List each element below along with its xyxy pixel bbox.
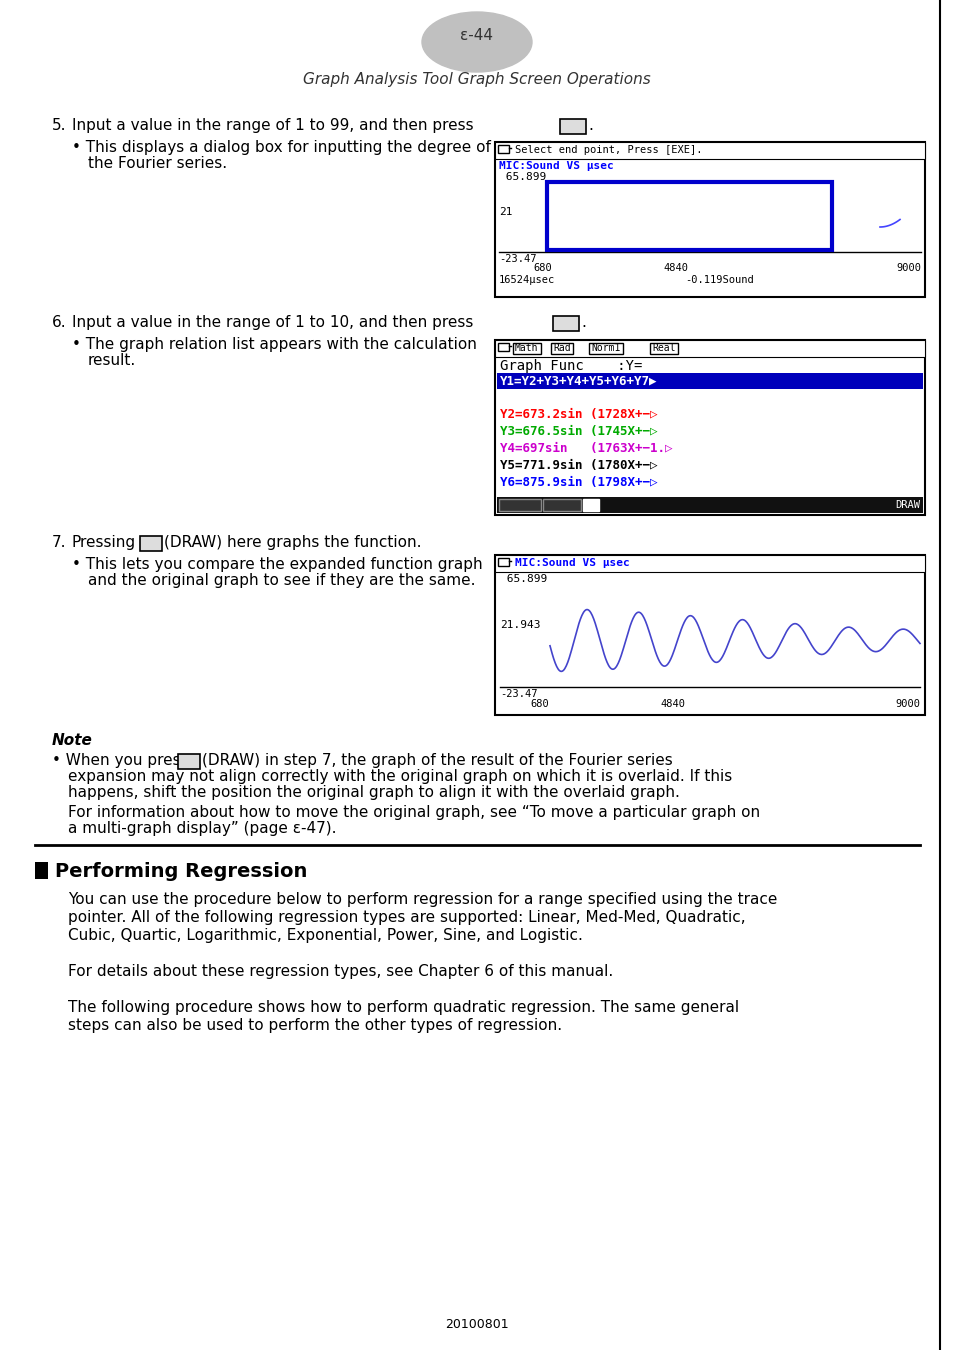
Text: SELECT: SELECT <box>500 500 536 510</box>
Text: Y3=676.5sin (1745X+−▷: Y3=676.5sin (1745X+−▷ <box>499 425 657 437</box>
Text: • When you press: • When you press <box>52 753 189 768</box>
Text: Input a value in the range of 1 to 10, and then press: Input a value in the range of 1 to 10, a… <box>71 315 473 329</box>
FancyBboxPatch shape <box>551 343 573 354</box>
Text: Graph Analysis Tool Graph Screen Operations: Graph Analysis Tool Graph Screen Operati… <box>303 72 650 86</box>
Text: steps can also be used to perform the other types of regression.: steps can also be used to perform the ot… <box>68 1018 561 1033</box>
Text: Norm1: Norm1 <box>590 343 619 352</box>
FancyBboxPatch shape <box>559 119 585 134</box>
Text: • This lets you compare the expanded function graph: • This lets you compare the expanded fun… <box>71 558 482 572</box>
Text: 680: 680 <box>530 699 548 709</box>
Text: You can use the procedure below to perform regression for a range specified usin: You can use the procedure below to perfo… <box>68 892 777 907</box>
Text: The following procedure shows how to perform quadratic regression. The same gene: The following procedure shows how to per… <box>68 1000 739 1015</box>
Text: 65.899: 65.899 <box>498 171 546 182</box>
Text: Graph Func    :Y=: Graph Func :Y= <box>499 359 641 373</box>
FancyBboxPatch shape <box>495 340 924 356</box>
Text: 680: 680 <box>533 263 551 273</box>
Text: Cubic, Quartic, Logarithmic, Exponential, Power, Sine, and Logistic.: Cubic, Quartic, Logarithmic, Exponential… <box>68 927 582 944</box>
Text: 20100801: 20100801 <box>445 1319 508 1331</box>
Text: and the original graph to see if they are the same.: and the original graph to see if they ar… <box>88 572 475 589</box>
Text: Y5=771.9sin (1780X+−▷: Y5=771.9sin (1780X+−▷ <box>499 459 657 472</box>
Text: • The graph relation list appears with the calculation: • The graph relation list appears with t… <box>71 338 476 352</box>
FancyBboxPatch shape <box>495 142 924 297</box>
FancyBboxPatch shape <box>495 340 924 514</box>
Text: -23.47: -23.47 <box>498 254 536 265</box>
Text: 9000: 9000 <box>895 263 920 273</box>
Text: 4840: 4840 <box>662 263 687 273</box>
Text: EXE: EXE <box>563 122 581 131</box>
Text: Y4=697sin   (1763X+−1.▷: Y4=697sin (1763X+−1.▷ <box>499 441 672 455</box>
Text: MIC:Sound VS μsec: MIC:Sound VS μsec <box>498 161 613 171</box>
FancyBboxPatch shape <box>497 343 509 351</box>
Text: -0.119Sound: -0.119Sound <box>684 275 753 285</box>
Text: • This displays a dialog box for inputting the degree of: • This displays a dialog box for inputti… <box>71 140 491 155</box>
Text: 6.: 6. <box>52 315 67 329</box>
Text: Note: Note <box>52 733 92 748</box>
FancyBboxPatch shape <box>495 555 924 572</box>
Ellipse shape <box>421 12 532 72</box>
Text: 21: 21 <box>498 207 512 217</box>
Text: pointer. All of the following regression types are supported: Linear, Med-Med, Q: pointer. All of the following regression… <box>68 910 745 925</box>
FancyBboxPatch shape <box>497 558 509 566</box>
Text: MIC:Sound VS μsec: MIC:Sound VS μsec <box>515 558 629 568</box>
Text: Select end point, Press [EXE].: Select end point, Press [EXE]. <box>515 144 701 155</box>
Text: 65.899: 65.899 <box>499 574 547 585</box>
FancyBboxPatch shape <box>35 863 48 879</box>
FancyBboxPatch shape <box>497 373 923 389</box>
FancyBboxPatch shape <box>497 497 923 513</box>
Text: 7.: 7. <box>52 535 67 549</box>
Text: .: . <box>587 117 592 134</box>
FancyBboxPatch shape <box>497 144 509 153</box>
Text: Input a value in the range of 1 to 99, and then press: Input a value in the range of 1 to 99, a… <box>71 117 473 134</box>
FancyBboxPatch shape <box>553 316 578 331</box>
Text: (DRAW) here graphs the function.: (DRAW) here graphs the function. <box>164 535 421 549</box>
FancyBboxPatch shape <box>178 755 200 770</box>
Text: 1-10(×5):: 1-10(×5): <box>651 232 726 246</box>
Text: expansion may not align correctly with the original graph on which it is overlai: expansion may not align correctly with t… <box>68 769 732 784</box>
Text: F6: F6 <box>183 756 195 765</box>
Text: Pressing: Pressing <box>71 535 136 549</box>
Text: F6: F6 <box>145 539 157 548</box>
FancyBboxPatch shape <box>542 500 580 512</box>
Text: For details about these regression types, see Chapter 6 of this manual.: For details about these regression types… <box>68 964 613 979</box>
Text: EXE: EXE <box>556 319 575 328</box>
Text: 9000: 9000 <box>894 699 919 709</box>
Text: -23.47: -23.47 <box>499 688 537 699</box>
Text: the Fourier series.: the Fourier series. <box>88 157 227 171</box>
Text: 5.: 5. <box>52 117 67 134</box>
FancyBboxPatch shape <box>495 555 924 716</box>
FancyBboxPatch shape <box>495 142 924 159</box>
Text: Performing Regression: Performing Regression <box>55 863 307 882</box>
Text: Y1=Y2+Y3+Y4+Y5+Y6+Y7▶: Y1=Y2+Y3+Y4+Y5+Y6+Y7▶ <box>499 374 657 387</box>
Text: result.: result. <box>88 352 136 369</box>
Text: ε-44: ε-44 <box>460 27 493 42</box>
Text: For information about how to move the original graph, see “To move a particular : For information about how to move the or… <box>68 805 760 819</box>
Text: happens, shift the position the original graph to align it with the overlaid gra: happens, shift the position the original… <box>68 784 679 801</box>
Text: Y2=673.2sin (1728X+−▷: Y2=673.2sin (1728X+−▷ <box>499 408 657 421</box>
Text: Math: Math <box>515 343 537 352</box>
Text: .: . <box>580 315 585 329</box>
Text: 4840: 4840 <box>659 699 684 709</box>
Text: Y: Y <box>587 500 594 510</box>
Text: Real: Real <box>651 343 675 352</box>
Text: DRAW: DRAW <box>894 500 919 510</box>
FancyBboxPatch shape <box>582 500 598 512</box>
Text: DELETE: DELETE <box>544 500 579 510</box>
Text: Rad: Rad <box>553 343 570 352</box>
FancyBboxPatch shape <box>498 500 540 512</box>
FancyBboxPatch shape <box>546 182 831 250</box>
Text: 21.943: 21.943 <box>499 620 540 630</box>
Text: Y6=875.9sin (1798X+−▷: Y6=875.9sin (1798X+−▷ <box>499 477 657 489</box>
FancyBboxPatch shape <box>513 343 540 354</box>
Text: 16524μsec: 16524μsec <box>498 275 555 285</box>
FancyBboxPatch shape <box>140 536 162 551</box>
Text: (DRAW) in step 7, the graph of the result of the Fourier series: (DRAW) in step 7, the graph of the resul… <box>202 753 672 768</box>
Text: Input Degree of: Input Degree of <box>625 192 751 207</box>
FancyBboxPatch shape <box>588 343 622 354</box>
FancyBboxPatch shape <box>649 343 678 354</box>
Text: a multi-graph display” (page ε-47).: a multi-graph display” (page ε-47). <box>68 821 336 836</box>
Text: Fourier Series: Fourier Series <box>630 212 747 225</box>
